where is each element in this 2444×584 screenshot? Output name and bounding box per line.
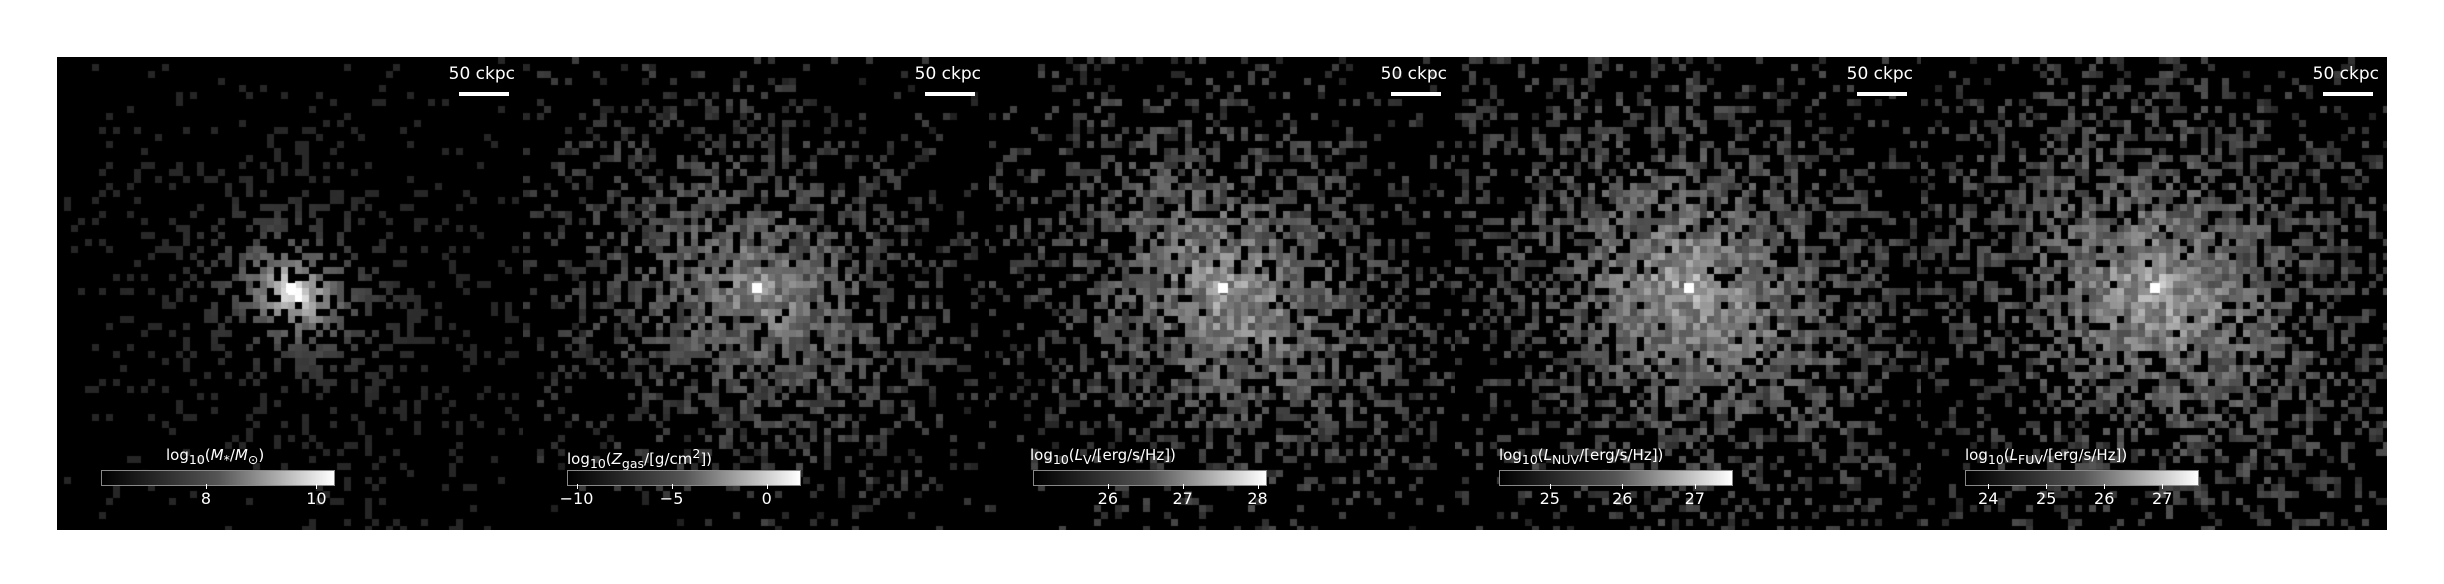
scale-bar-label: 50 ckpc <box>1380 64 1447 84</box>
scale-bar-label: 50 ckpc <box>2312 64 2379 84</box>
scale-bar <box>1857 92 1907 96</box>
colorbar-tick-label: 27 <box>1172 489 1193 508</box>
scale-bar-label: 50 ckpc <box>1846 64 1913 84</box>
colorbar-tick-label: 8 <box>200 489 212 508</box>
colorbar-tick <box>576 484 578 489</box>
colorbar-tick-label: 0 <box>761 489 772 508</box>
galaxy-map-image <box>57 57 523 530</box>
colorbar-tick-label: −5 <box>659 489 684 508</box>
scale-bar <box>1391 92 1441 96</box>
colorbar-tick <box>1257 484 1259 489</box>
colorbar-tick-label: 26 <box>1097 489 1119 508</box>
colorbar <box>1965 470 2199 486</box>
colorbar-tick-label: 26 <box>2094 489 2115 508</box>
galaxy-map-image <box>1455 57 1921 530</box>
colorbar-tick-label: 10 <box>306 489 327 508</box>
colorbar <box>1033 470 1267 486</box>
colorbar-tick <box>1182 484 1184 489</box>
colorbar-tick <box>766 484 768 489</box>
colorbar-tick <box>1988 484 1990 489</box>
colorbar-tick <box>2162 484 2164 489</box>
colorbar-tick <box>1694 484 1696 489</box>
map-panel-5: 50 ckpc log10(LFUV/[erg/s/Hz]) 24 25 26 27 <box>1921 57 2387 530</box>
colorbar-tick <box>1549 484 1551 489</box>
scale-bar <box>925 92 975 96</box>
scale-bar-label: 50 ckpc <box>914 64 981 84</box>
colorbar-title: log10(LNUV/[erg/s/Hz]) <box>1499 446 1664 467</box>
colorbar-tick <box>2046 484 2048 489</box>
colorbar-tick-label: 26 <box>1612 489 1633 508</box>
colorbar-tick-label: 25 <box>2036 489 2057 508</box>
colorbar-tick-label: 27 <box>2152 489 2173 508</box>
galaxy-map-image <box>989 57 1455 530</box>
colorbar-tick-label: −10 <box>559 489 594 508</box>
colorbar-tick <box>205 484 207 489</box>
colorbar-tick-label: 24 <box>1978 489 1999 508</box>
map-panel-2: 50 ckpc log10(Zgas/[g/cm2]) −10 −5 0 <box>523 57 989 530</box>
map-panel-4: 50 ckpc log10(LNUV/[erg/s/Hz]) 25 26 27 <box>1455 57 1921 530</box>
colorbar-tick <box>316 484 318 489</box>
colorbar-tick-label: 28 <box>1247 489 1268 508</box>
scale-bar <box>2323 92 2373 96</box>
colorbar-tick-label: 25 <box>1539 489 1560 508</box>
galaxy-map-image <box>1921 57 2387 530</box>
map-panel-1: 50 ckpc log10(M*/M⊙) 8 10 <box>57 57 523 530</box>
map-panel-3: 50 ckpc log10(LV/[erg/s/Hz]) 26 27 28 <box>989 57 1455 530</box>
colorbar-tick <box>671 484 673 489</box>
colorbar <box>567 470 801 486</box>
colorbar-tick <box>2104 484 2106 489</box>
colorbar-title: log10(Zgas/[g/cm2]) <box>567 446 713 471</box>
colorbar-tick <box>1107 484 1109 489</box>
colorbar-title: log10(LV/[erg/s/Hz]) <box>1030 446 1176 467</box>
scale-bar <box>459 92 509 96</box>
scale-bar-label: 50 ckpc <box>448 64 515 84</box>
colorbar-title: log10(LFUV/[erg/s/Hz]) <box>1965 446 2128 467</box>
colorbar <box>1499 470 1733 486</box>
colorbar-title: log10(M*/M⊙) <box>166 446 265 467</box>
colorbar <box>101 470 335 486</box>
colorbar-tick-label: 27 <box>1684 489 1705 508</box>
galaxy-map-image <box>523 57 989 530</box>
colorbar-tick <box>1622 484 1624 489</box>
